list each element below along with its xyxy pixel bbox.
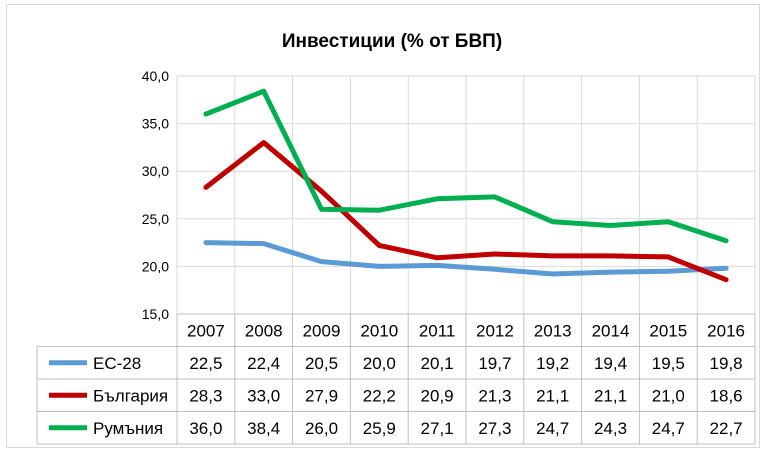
data-label: 27,3 xyxy=(478,419,511,438)
data-label: 26,0 xyxy=(305,419,338,438)
legend-label: ЕС-28 xyxy=(93,354,141,373)
data-point xyxy=(262,141,266,145)
x-tick-label: 2016 xyxy=(707,321,745,340)
data-point xyxy=(262,242,266,246)
data-point xyxy=(435,263,439,267)
data-label: 24,7 xyxy=(652,419,685,438)
data-point xyxy=(609,270,612,274)
data-label: 28,3 xyxy=(189,386,222,405)
data-label: 22,2 xyxy=(363,386,396,405)
data-label: 22,4 xyxy=(247,354,280,373)
data-point xyxy=(204,185,208,189)
legend-label: България xyxy=(93,386,168,405)
data-point xyxy=(320,260,323,264)
data-label: 24,7 xyxy=(536,419,569,438)
data-point xyxy=(724,278,728,282)
data-point xyxy=(666,255,670,259)
x-tick-label: 2011 xyxy=(419,321,456,340)
data-point xyxy=(493,252,497,256)
legend-label: Румъния xyxy=(93,419,163,438)
data-label: 18,6 xyxy=(710,386,743,405)
data-point xyxy=(204,112,208,116)
x-tick-label: 2013 xyxy=(534,321,572,340)
y-tick-label: 25,0 xyxy=(142,211,169,227)
data-label: 19,8 xyxy=(710,354,743,373)
gridlines xyxy=(176,75,756,315)
data-point xyxy=(377,208,381,212)
x-tick-label: 2007 xyxy=(187,321,225,340)
data-point xyxy=(377,264,381,268)
x-tick-label: 2012 xyxy=(476,321,514,340)
x-tick-label: 2009 xyxy=(303,321,341,340)
data-label: 19,7 xyxy=(478,354,511,373)
x-tick-label: 2015 xyxy=(649,321,687,340)
data-point xyxy=(724,266,728,270)
y-tick-label: 35,0 xyxy=(142,116,169,132)
y-tick-label: 40,0 xyxy=(142,68,169,84)
y-tick-label: 30,0 xyxy=(142,163,169,179)
data-point xyxy=(551,272,555,276)
data-label: 24,3 xyxy=(594,419,627,438)
data-point xyxy=(320,189,323,193)
data-label: 19,2 xyxy=(536,354,569,373)
data-label: 19,5 xyxy=(652,354,685,373)
data-point xyxy=(262,89,266,93)
data-point xyxy=(493,195,497,199)
data-label: 27,1 xyxy=(421,419,454,438)
data-point xyxy=(435,256,439,260)
data-label: 19,4 xyxy=(594,354,627,373)
data-point xyxy=(204,241,208,245)
data-label: 25,9 xyxy=(363,419,396,438)
data-point xyxy=(609,254,612,258)
data-point xyxy=(377,243,381,247)
series-line xyxy=(203,140,729,283)
data-point xyxy=(320,207,323,211)
data-point xyxy=(724,239,728,243)
data-label: 21,3 xyxy=(478,386,511,405)
y-axis: 15,0 20,0 25,0 30,0 35,0 40,0 xyxy=(142,68,169,322)
data-label: 22,7 xyxy=(710,419,743,438)
y-tick-label: 15,0 xyxy=(142,306,169,322)
x-tick-label: 2014 xyxy=(592,321,630,340)
data-label: 21,0 xyxy=(652,386,685,405)
chart-frame: Инвестиции (% от БВП) 15,0 20,0 25,0 30,0 35… xyxy=(6,4,760,448)
data-point xyxy=(666,269,670,273)
data-label: 20,1 xyxy=(421,354,454,373)
data-point xyxy=(551,254,555,258)
data-label: 38,4 xyxy=(247,419,280,438)
data-label: 20,9 xyxy=(421,386,454,405)
y-tick-label: 20,0 xyxy=(142,258,169,274)
data-label: 20,0 xyxy=(363,354,396,373)
data-label: 27,9 xyxy=(305,386,338,405)
series-line xyxy=(203,88,729,244)
series-line xyxy=(203,240,729,277)
data-label: 36,0 xyxy=(189,419,222,438)
data-label: 20,5 xyxy=(305,354,338,373)
data-table: 2007 2008 2009 2010 2011 2012 2013 2014 2015 2016… xyxy=(36,313,756,445)
series-lines xyxy=(203,88,729,283)
data-point xyxy=(551,220,555,224)
data-point xyxy=(666,220,670,224)
data-label: 21,1 xyxy=(594,386,627,405)
data-point xyxy=(435,197,439,201)
data-label: 22,5 xyxy=(189,354,222,373)
x-tick-label: 2008 xyxy=(245,321,283,340)
chart-svg: Инвестиции (% от БВП) 15,0 20,0 25,0 30,0 35… xyxy=(36,31,756,445)
data-point xyxy=(493,267,497,271)
data-point xyxy=(609,223,612,227)
x-tick-label: 2010 xyxy=(360,321,398,340)
chart-title: Инвестиции (% от БВП) xyxy=(282,31,502,52)
data-label: 33,0 xyxy=(247,386,280,405)
data-label: 21,1 xyxy=(536,386,569,405)
